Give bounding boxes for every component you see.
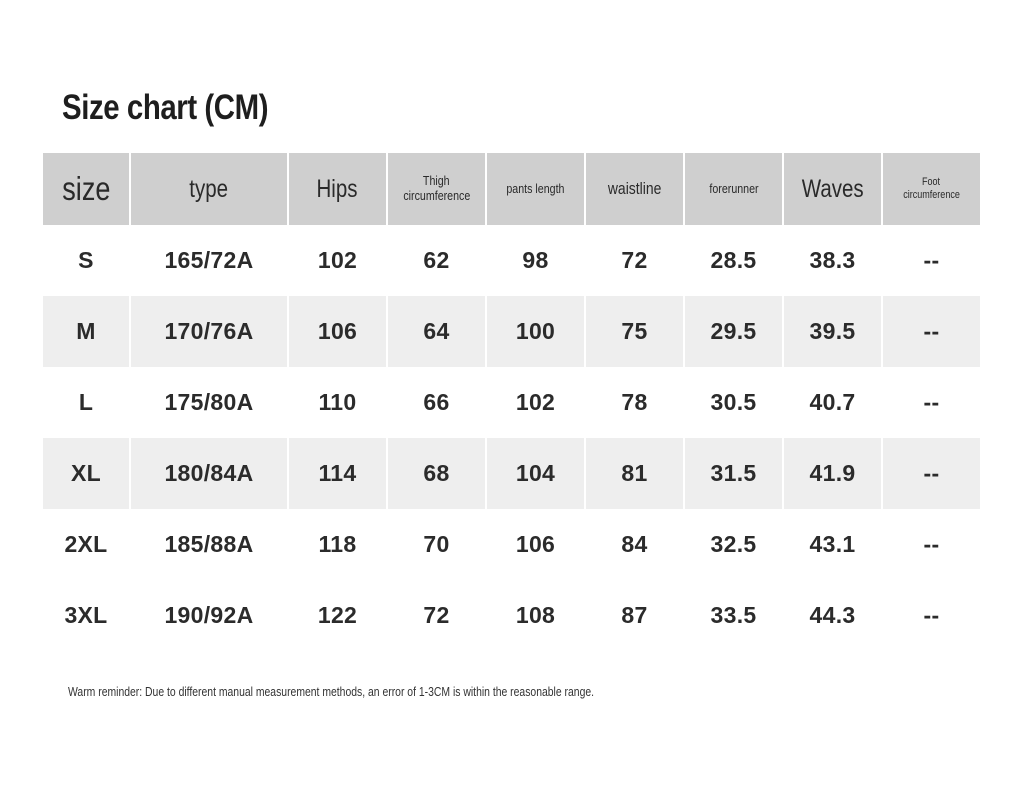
cell-thigh: 68 xyxy=(388,438,485,509)
cell-type: 180/84A xyxy=(131,438,287,509)
cell-forerunner: 31.5 xyxy=(685,438,782,509)
cell-forerunner: 29.5 xyxy=(685,296,782,367)
cell-type: 185/88A xyxy=(164,531,254,557)
cell-foot: -- xyxy=(923,531,940,557)
cell-waistline: 81 xyxy=(586,438,683,509)
cell-hips: 110 xyxy=(318,389,357,415)
cell-pants-length: 98 xyxy=(522,247,549,273)
cell-hips: 122 xyxy=(317,602,358,628)
header-size-label: size xyxy=(61,170,111,208)
header-thigh-line2: circumference xyxy=(403,188,470,203)
cell-foot: -- xyxy=(923,247,940,273)
header-waistline-label: waistline xyxy=(607,179,662,199)
cell-waves: 41.9 xyxy=(784,438,881,509)
header-thigh-circumference: Thigh circumference xyxy=(388,153,485,225)
cell-thigh: 66 xyxy=(423,389,450,415)
header-thigh-line1: Thigh xyxy=(423,173,450,189)
cell-pants-length: 100 xyxy=(487,296,584,367)
header-foot-line1: Foot xyxy=(922,176,941,189)
page-title: Size chart (CM) xyxy=(62,88,269,127)
table-row: S 165/72A 102 62 98 72 28.5 38.3 -- xyxy=(43,225,980,296)
cell-waistline: 78 xyxy=(621,389,648,415)
cell-type: 190/92A xyxy=(164,602,254,628)
cell-waistline: 87 xyxy=(621,602,648,628)
header-waves-label: Waves xyxy=(801,174,864,203)
cell-hips: 118 xyxy=(318,531,357,557)
table-header-row: size type Hips Thigh circumference pants… xyxy=(43,153,980,225)
header-type: type xyxy=(131,153,287,225)
cell-waves: 40.7 xyxy=(809,389,856,415)
cell-forerunner: 32.5 xyxy=(710,531,757,557)
cell-hips: 102 xyxy=(317,247,358,273)
cell-waistline: 75 xyxy=(586,296,683,367)
cell-waves: 44.3 xyxy=(809,602,856,628)
cell-foot: -- xyxy=(923,602,940,628)
header-type-label: type xyxy=(189,174,229,203)
cell-forerunner: 28.5 xyxy=(710,247,757,273)
table-row: 2XL 185/88A 118 70 106 84 32.5 43.1 -- xyxy=(43,509,980,580)
header-waistline: waistline xyxy=(586,153,683,225)
cell-size: XL xyxy=(43,438,129,509)
header-foot-circumference: Foot circumference xyxy=(883,153,980,225)
cell-forerunner: 30.5 xyxy=(710,389,757,415)
cell-thigh: 70 xyxy=(423,531,450,557)
cell-pants-length: 104 xyxy=(487,438,584,509)
header-hips-label: Hips xyxy=(316,174,358,203)
cell-size: 2XL xyxy=(64,531,108,557)
warm-reminder-note: Warm reminder: Due to different manual m… xyxy=(68,684,595,699)
cell-waistline: 84 xyxy=(621,531,648,557)
cell-waves: 39.5 xyxy=(784,296,881,367)
cell-waves: 43.1 xyxy=(809,531,856,557)
header-forerunner-label: forerunner xyxy=(708,180,759,196)
cell-thigh: 62 xyxy=(423,247,450,273)
cell-size: S xyxy=(78,247,94,273)
cell-thigh: 64 xyxy=(388,296,485,367)
cell-size: L xyxy=(78,389,94,415)
cell-size: M xyxy=(43,296,129,367)
cell-forerunner: 33.5 xyxy=(710,602,757,628)
cell-waves: 38.3 xyxy=(809,247,856,273)
cell-type: 175/80A xyxy=(164,389,254,415)
header-hips: Hips xyxy=(289,153,386,225)
header-pants-length-label: pants length xyxy=(506,180,565,196)
table-row: M 170/76A 106 64 100 75 29.5 39.5 -- xyxy=(43,296,980,367)
table-row: 3XL 190/92A 122 72 108 87 33.5 44.3 -- xyxy=(43,580,980,651)
header-waves: Waves xyxy=(784,153,881,225)
cell-size: 3XL xyxy=(64,602,108,628)
header-foot-line2: circumference xyxy=(903,189,960,201)
cell-pants-length: 106 xyxy=(515,531,556,557)
header-forerunner: forerunner xyxy=(685,153,782,225)
size-chart-table: size type Hips Thigh circumference pants… xyxy=(41,153,982,651)
cell-type: 165/72A xyxy=(164,247,254,273)
cell-foot: -- xyxy=(883,438,980,509)
cell-foot: -- xyxy=(923,389,940,415)
cell-hips: 106 xyxy=(289,296,386,367)
table-row: XL 180/84A 114 68 104 81 31.5 41.9 -- xyxy=(43,438,980,509)
cell-thigh: 72 xyxy=(423,602,450,628)
cell-pants-length: 108 xyxy=(515,602,556,628)
cell-type: 170/76A xyxy=(131,296,287,367)
cell-hips: 114 xyxy=(289,438,386,509)
cell-waistline: 72 xyxy=(621,247,648,273)
cell-pants-length: 102 xyxy=(515,389,556,415)
cell-foot: -- xyxy=(883,296,980,367)
header-size: size xyxy=(43,153,129,225)
table-row: L 175/80A 110 66 102 78 30.5 40.7 -- xyxy=(43,367,980,438)
header-pants-length: pants length xyxy=(487,153,584,225)
